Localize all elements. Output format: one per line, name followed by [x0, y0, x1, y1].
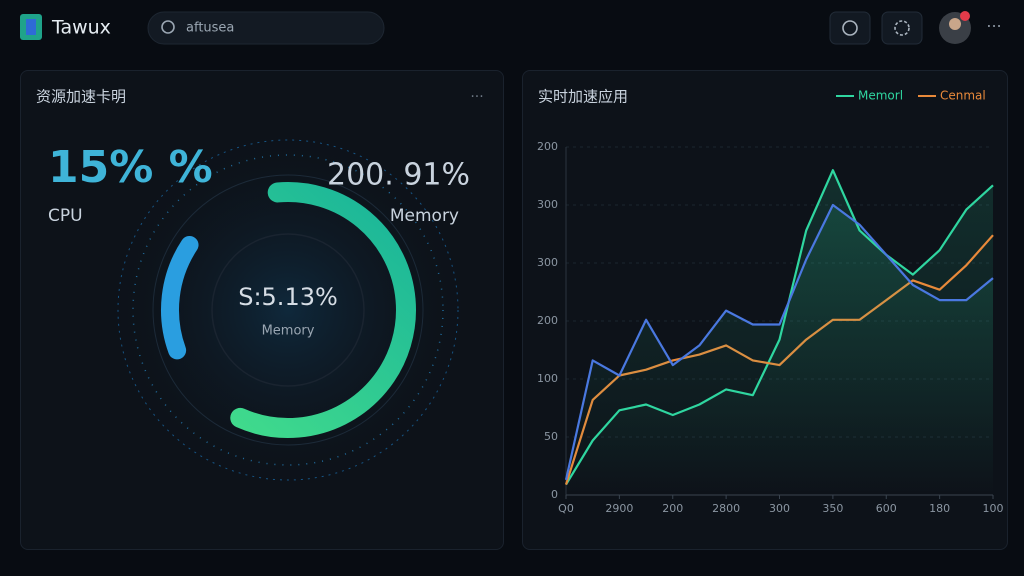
x-tick-label: 180 — [929, 502, 950, 515]
legend-label: Memorl — [858, 89, 903, 103]
y-tick-label: 100 — [537, 372, 558, 385]
y-tick-label: 0 — [551, 488, 558, 501]
notification-badge — [960, 11, 970, 21]
cpu-label: CPU — [48, 206, 83, 226]
ring-arc — [161, 183, 416, 437]
x-tick-label: Q0 — [558, 502, 574, 515]
x-tick-label: 2900 — [605, 502, 633, 515]
ring-track — [152, 174, 424, 446]
settings-icon — [894, 20, 910, 36]
ring-dots — [132, 154, 444, 466]
brand: Tawux — [51, 17, 111, 39]
y-tick-label: 300 — [537, 256, 558, 269]
menu[interactable]: ··· — [986, 17, 1001, 36]
search-box[interactable] — [147, 11, 385, 45]
legend-label: Cenmal — [940, 89, 986, 103]
x-tick-label: 2800 — [712, 502, 740, 515]
x-tick-label: 300 — [769, 502, 790, 515]
search-icon — [161, 20, 175, 34]
x-tick-label: 600 — [876, 502, 897, 515]
ring-inner — [211, 233, 365, 387]
panel-title: 资源加速卡明 — [36, 88, 126, 106]
panel-menu[interactable]: ··· — [470, 89, 483, 105]
y-tick-label: 200 — [537, 314, 558, 327]
memory-label: Memory — [390, 206, 459, 226]
center-value: S:5.13% — [238, 283, 338, 311]
settings-button[interactable] — [881, 11, 923, 45]
icon-button[interactable] — [829, 11, 871, 45]
search-text: aftusea — [186, 21, 234, 36]
center-label: Memory — [262, 324, 315, 339]
x-tick-label: 350 — [822, 502, 843, 515]
x-tick-label: 200 — [662, 502, 683, 515]
avatar-face — [949, 18, 961, 30]
y-tick-label: 200 — [537, 140, 558, 153]
y-tick-label: 300 — [537, 198, 558, 211]
x-tick-label: 100 — [983, 502, 1004, 515]
ring-glow — [98, 120, 478, 500]
line — [564, 203, 994, 481]
ring-arc — [160, 182, 416, 438]
panel-title: 实时加速应用 — [538, 88, 628, 106]
icon — [842, 20, 858, 36]
cpu-value: 15% % — [48, 142, 213, 193]
logo-inner — [26, 19, 36, 35]
area — [566, 205, 993, 495]
y-tick-label: 50 — [544, 430, 558, 443]
ring-dots — [117, 139, 459, 481]
memory-value: 200. 91% — [327, 158, 470, 193]
